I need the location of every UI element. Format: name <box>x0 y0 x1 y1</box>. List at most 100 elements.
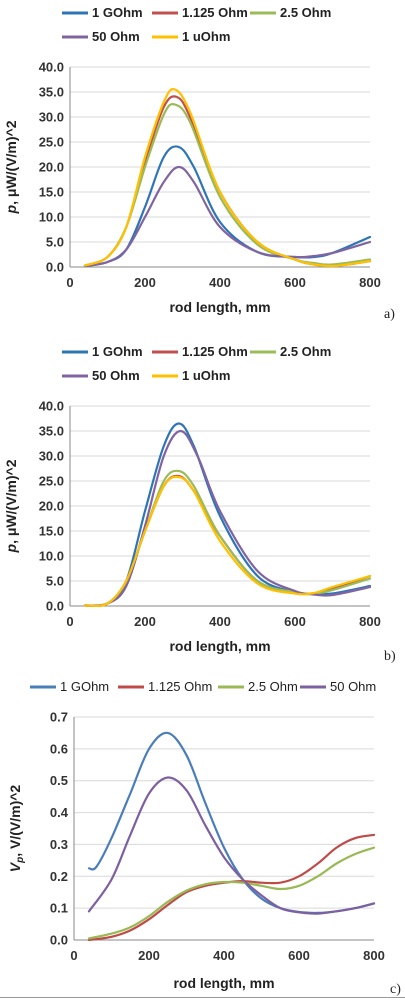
x-tick-label: 0 <box>66 275 73 290</box>
y-tick-label: 0.3 <box>50 837 68 852</box>
legend-label: 1.125 Ohm <box>148 679 212 694</box>
y-tick-label: 10.0 <box>39 210 64 225</box>
legend-label: 1 GOhm <box>92 5 143 20</box>
x-axis-title: rod length, mm <box>169 299 270 315</box>
y-tick-label: 0.1 <box>50 901 68 916</box>
x-tick-label: 400 <box>209 614 231 629</box>
legend-entry: 1 GOhm <box>30 679 109 694</box>
y-axis-title: Vp, V/(V/m)^2 <box>7 785 26 873</box>
y-tick-label: 30.0 <box>39 449 64 464</box>
series-line-50-ohm <box>83 429 372 607</box>
x-tick-label: 800 <box>359 275 381 290</box>
y-tick-label: 0.2 <box>50 869 68 884</box>
x-tick-label: 200 <box>134 275 156 290</box>
legend-label: 1 uOhm <box>182 29 230 44</box>
y-tick-label: 15.0 <box>39 524 64 539</box>
y-tick-label: 0.0 <box>46 260 64 275</box>
legend-entry: 50 Ohm <box>62 368 140 383</box>
y-tick-label: 30.0 <box>39 110 64 125</box>
chart-panel-a: 0.0 5.0 10.0 15.0 20.0 25.0 30.0 35.0 40.0 0 200 40… <box>3 5 395 322</box>
x-tick-label: 800 <box>359 614 381 629</box>
chart-panel-b: 0.0 5.0 10.0 15.0 20.0 25.0 30.0 35.0 40.0 0 200 40… <box>3 344 396 664</box>
y-axis-title-units: , μW/(V/m)^2 <box>3 120 19 205</box>
y-axis-title-subscript: p <box>15 857 26 864</box>
y-tick-label: 40.0 <box>39 399 64 414</box>
x-tick-label: 600 <box>288 948 310 963</box>
y-tick-label: 5.0 <box>46 574 64 589</box>
x-tick-label: 800 <box>363 948 385 963</box>
legend-label: 1 GOhm <box>92 344 143 359</box>
y-tick-label: 20.0 <box>39 160 64 175</box>
legend-entry: 1 uOhm <box>152 368 230 383</box>
y-tick-label: 0.4 <box>50 805 69 820</box>
legend-entry: 1 uOhm <box>152 29 230 44</box>
series-line-2-5-ohm <box>83 102 372 267</box>
y-axis-title: p, μW/(V/m)^2 <box>3 120 19 214</box>
series-line-1-125-ohm <box>83 474 372 608</box>
y-tick-label: 0.0 <box>46 599 64 614</box>
x-tick-label: 0 <box>66 614 73 629</box>
y-tick-label: 25.0 <box>39 474 64 489</box>
y-axis-title-symbol: p <box>3 204 19 214</box>
legend-label: 50 Ohm <box>92 368 140 383</box>
y-axis-title: p, μW/(V/m)^2 <box>3 459 19 553</box>
y-axis-title-units: , V/(V/m)^2 <box>7 785 23 857</box>
legend-label: 1 uOhm <box>182 368 230 383</box>
series-line-1-125-ohm <box>87 833 376 942</box>
y-tick-label: 40.0 <box>39 60 64 75</box>
series-line-2-5-ohm <box>87 846 376 940</box>
panel-label: b) <box>384 649 396 664</box>
legend-label: 1.125 Ohm <box>182 344 248 359</box>
legend-entry: 2.5 Ohm <box>250 344 331 359</box>
y-tick-label: 0.0 <box>50 933 68 948</box>
y-tick-label: 35.0 <box>39 85 64 100</box>
legend-label: 2.5 Ohm <box>248 679 298 694</box>
legend-label: 50 Ohm <box>330 679 376 694</box>
y-tick-label: 0.7 <box>50 710 68 725</box>
series-line-1-uohm <box>83 87 372 268</box>
legend-entry: 1.125 Ohm <box>152 5 248 20</box>
chart-panel-c: 0.0 0.1 0.2 0.3 0.4 0.5 0.6 0.7 0 200 400 600 800 rod… <box>7 679 401 997</box>
y-tick-label: 0.6 <box>50 741 68 756</box>
legend-entry: 1 GOhm <box>62 5 143 20</box>
series-line-1-uohm <box>83 475 372 608</box>
x-tick-label: 600 <box>284 275 306 290</box>
x-tick-label: 400 <box>209 275 231 290</box>
y-tick-label: 35.0 <box>39 424 64 439</box>
series-line-50-ohm <box>87 776 376 915</box>
series-line-1-gohm <box>87 731 376 915</box>
legend-entry: 1 GOhm <box>62 344 143 359</box>
panel-label: c) <box>390 982 401 997</box>
legend-label: 1.125 Ohm <box>182 5 248 20</box>
y-axis-title-symbol: V <box>7 861 23 872</box>
x-axis-title: rod length, mm <box>173 975 274 991</box>
series-line-50-ohm <box>83 165 372 268</box>
x-tick-label: 200 <box>138 948 160 963</box>
series-line-1-125-ohm <box>83 95 372 267</box>
y-tick-label: 20.0 <box>39 499 64 514</box>
legend-label: 2.5 Ohm <box>280 344 331 359</box>
x-axis-title: rod length, mm <box>169 638 270 654</box>
x-tick-label: 600 <box>284 614 306 629</box>
legend-entry: 50 Ohm <box>62 29 140 44</box>
legend-label: 1 GOhm <box>60 679 109 694</box>
y-tick-label: 5.0 <box>46 235 64 250</box>
legend-entry: 2.5 Ohm <box>218 679 298 694</box>
legend-label: 50 Ohm <box>92 29 140 44</box>
legend-entry: 50 Ohm <box>300 679 376 694</box>
x-tick-label: 200 <box>134 614 156 629</box>
x-tick-label: 400 <box>213 948 235 963</box>
legend-entry: 1.125 Ohm <box>118 679 212 694</box>
series-line-2-5-ohm <box>83 469 372 608</box>
legend-entry: 1.125 Ohm <box>152 344 248 359</box>
x-tick-label: 0 <box>70 948 77 963</box>
y-tick-label: 15.0 <box>39 185 64 200</box>
legend-label: 2.5 Ohm <box>280 5 331 20</box>
y-axis-title-symbol: p <box>3 543 19 553</box>
panel-label: a) <box>384 307 395 322</box>
y-tick-label: 10.0 <box>39 549 64 564</box>
y-axis-title-units: , μW/(V/m)^2 <box>3 459 19 544</box>
y-tick-label: 25.0 <box>39 135 64 150</box>
y-tick-label: 0.5 <box>50 773 68 788</box>
